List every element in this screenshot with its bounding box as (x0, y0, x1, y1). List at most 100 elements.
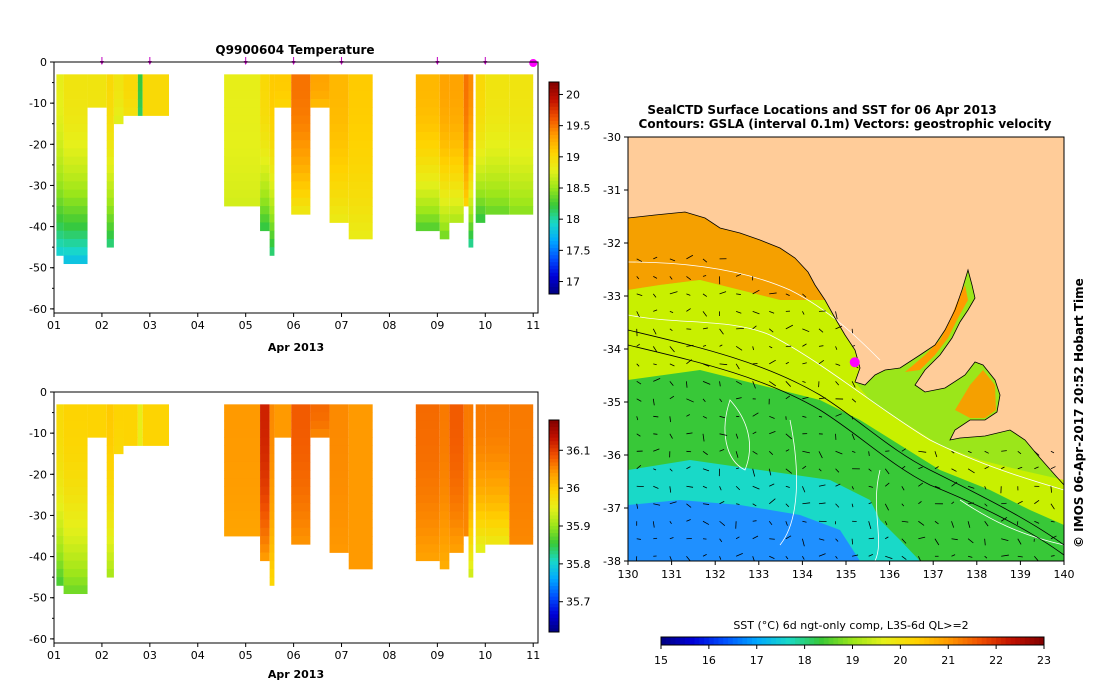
colorbar-segment (549, 149, 559, 154)
colorbar-segment (549, 451, 559, 456)
cast-cell (291, 519, 311, 529)
colorbar-segment (549, 205, 559, 210)
cast-cell (439, 511, 450, 520)
cast-cell (463, 453, 469, 463)
cast-cell (291, 131, 311, 141)
lat-tick-label: -33 (603, 290, 621, 303)
velocity-vector (719, 556, 722, 560)
cast-cell (142, 82, 170, 92)
colorbar-segment (549, 145, 559, 150)
cast-cell (439, 560, 450, 570)
cast-cell (260, 527, 270, 537)
colorbar-segment (549, 603, 559, 608)
cast-cell (269, 206, 275, 215)
cast-cell (260, 453, 270, 463)
cast-cell (260, 552, 270, 562)
colorbar-segment (549, 276, 559, 281)
cast-cell (329, 511, 349, 520)
cast-cell (106, 527, 114, 537)
cast-cell (106, 115, 114, 125)
cast-cell (63, 131, 88, 141)
salinity-colorbar: 35.7 35.8 35.9 36 36.1 (548, 419, 591, 633)
cast-cell (439, 412, 450, 422)
y-tick-label: -40 (29, 551, 47, 564)
cast-cell (463, 181, 469, 190)
cast-cell (56, 206, 64, 215)
cast-cell (56, 404, 64, 413)
temperature-y-ticks: 0 -10 -20 -30 -40 -50 -60 (29, 56, 54, 316)
colorbar-segment (549, 219, 559, 224)
cast-cell (468, 527, 474, 537)
cast-cell (439, 74, 450, 83)
cast-cell (224, 412, 261, 422)
lon-tick-label: 136 (879, 568, 900, 581)
cast-cell (329, 90, 349, 100)
cast-cell (348, 527, 373, 537)
velocity-vector (868, 537, 875, 540)
cast-8 (224, 404, 261, 537)
x-tick-label: 02 (95, 319, 109, 332)
cast-cell (439, 82, 450, 92)
colorbar-segment (549, 448, 559, 453)
x-tick-label: 08 (382, 649, 396, 662)
cast-cell (439, 107, 450, 116)
x-tick-label: 11 (526, 649, 540, 662)
colorbar-segment (549, 455, 559, 460)
velocity-vector (835, 363, 841, 366)
cast-cell (509, 74, 534, 83)
cast-cell (329, 536, 349, 545)
colorbar-segment (549, 255, 559, 260)
colorbar-segment (549, 593, 559, 598)
cast-cell (463, 470, 469, 479)
cast-cell (485, 74, 510, 83)
colorbar-tick-label: 36 (566, 482, 580, 495)
colorbar-segment (549, 110, 559, 115)
colorbar-segment (549, 156, 559, 161)
cast-cell (106, 230, 114, 240)
velocity-vector (802, 502, 811, 505)
cast-cell (224, 99, 261, 108)
velocity-vector (769, 555, 775, 559)
colorbar-segment (549, 92, 559, 97)
velocity-vector (1050, 555, 1055, 557)
cast-cell (106, 82, 114, 92)
colorbar-segment (549, 166, 559, 171)
velocity-vector (851, 345, 856, 347)
cast-cell (269, 181, 275, 190)
cast-cell (449, 511, 464, 520)
cast-cell (56, 107, 64, 116)
colorbar-tick-label: 19.5 (566, 120, 591, 133)
velocity-vector (984, 450, 989, 454)
bathymetry-line-1 (628, 329, 1064, 546)
cast-cell (106, 486, 114, 496)
cast-cell (449, 429, 464, 438)
cast-cell (415, 527, 440, 537)
cast-cell (348, 420, 373, 430)
gulf-warm-water (905, 285, 968, 372)
sst-colorbar-segment (713, 637, 719, 645)
cast-cell (106, 181, 114, 190)
cast-16 (415, 404, 440, 562)
cast-cell (468, 214, 474, 223)
cast-cell (348, 478, 373, 488)
salinity-casts (56, 404, 534, 595)
cast-cell (475, 148, 486, 158)
cast-cell (509, 148, 534, 158)
cast-cell (123, 74, 138, 83)
cast-cell (63, 107, 88, 116)
cast-cell (329, 503, 349, 512)
cast-cell (329, 82, 349, 92)
lon-tick-label: 134 (792, 568, 813, 581)
cast-cell (274, 404, 292, 413)
cast-cell (348, 445, 373, 455)
cast-cell (106, 544, 114, 553)
y-tick-label: -10 (29, 427, 47, 440)
cast-cell (224, 131, 261, 141)
cast-6 (137, 404, 143, 446)
colorbar-segment (549, 113, 559, 118)
cast-13 (310, 404, 330, 438)
cast-cell (475, 107, 486, 116)
x-tick-label: 04 (191, 649, 205, 662)
cast-cell (439, 148, 450, 158)
temperature-colorbar: 17 17.5 18 18.5 19 19.5 20 (548, 81, 591, 295)
